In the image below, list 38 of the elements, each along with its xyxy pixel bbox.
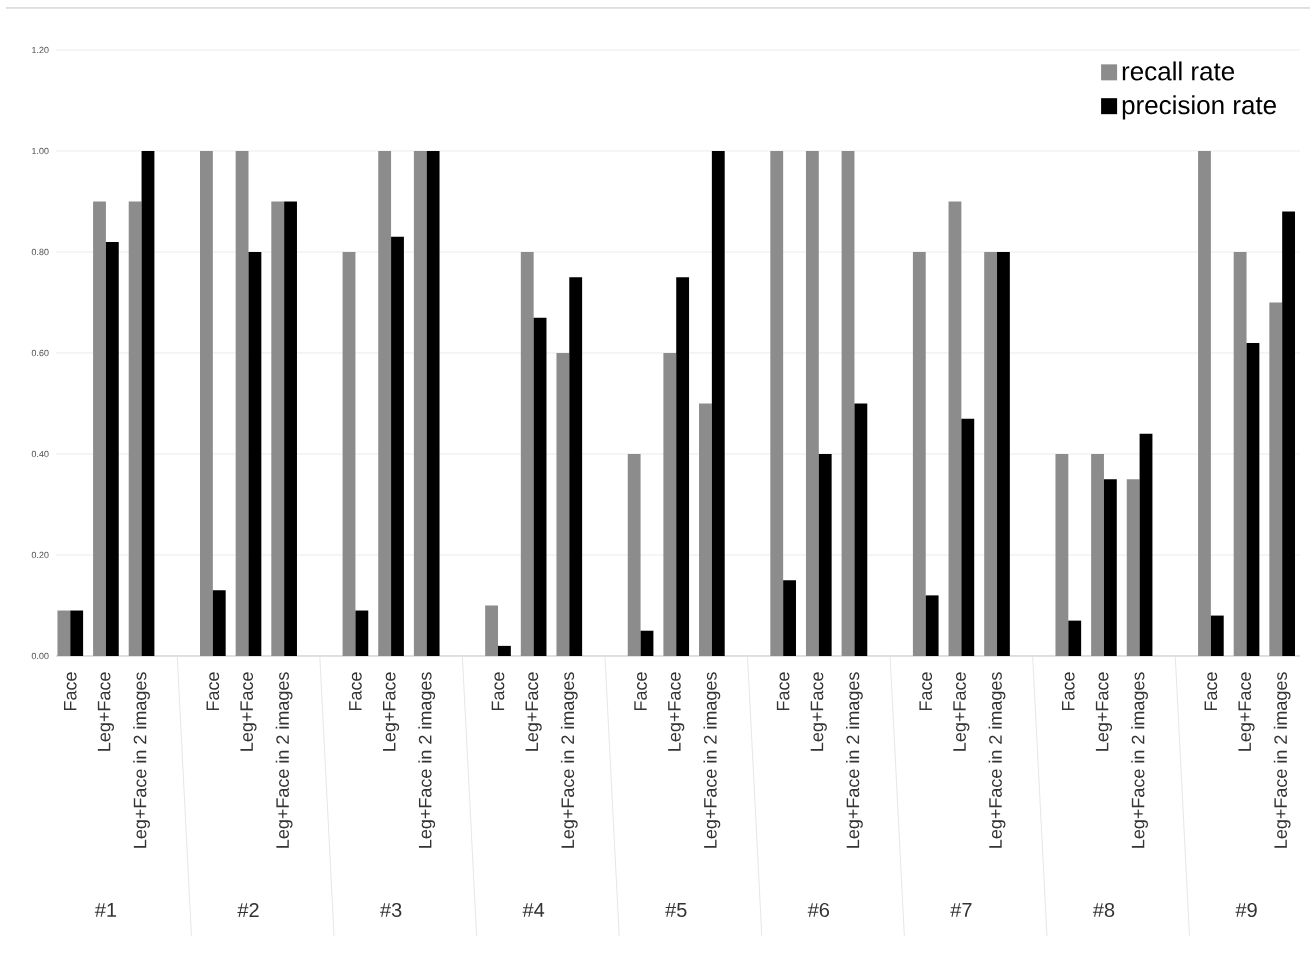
x-tick-label: Leg+Face in 2 images bbox=[133, 672, 150, 848]
x-tick-label: Leg+Face bbox=[1095, 672, 1113, 751]
x-tick-label: Face bbox=[491, 672, 505, 711]
legend-label: precision rate bbox=[1122, 95, 1276, 120]
x-tick-label: Leg+Face in 2 images bbox=[1131, 672, 1148, 848]
x-tick-label: Leg+Face in 2 images bbox=[275, 672, 293, 848]
x-tick-label: Leg+Face in 2 images bbox=[988, 672, 1006, 848]
x-tick-label: Face bbox=[1062, 672, 1075, 711]
text: #6 bbox=[807, 902, 830, 918]
text: #4 bbox=[522, 903, 545, 917]
x-tick-label: Leg+Face bbox=[668, 672, 685, 751]
legend-label: recall rate bbox=[1122, 61, 1235, 81]
x-tick-label: Leg+Face bbox=[953, 672, 970, 751]
x-tick-label: Leg+Face in 2 images bbox=[1273, 672, 1291, 848]
text: #5 bbox=[665, 902, 687, 917]
x-tick-label: Leg+Face bbox=[240, 672, 257, 751]
text: #9 bbox=[1235, 902, 1257, 918]
x-tick-label: Face bbox=[634, 672, 647, 711]
x-tick-label: Leg+Face bbox=[1238, 672, 1255, 751]
x-tick-label: Face bbox=[63, 672, 77, 711]
x-tick-label: Face bbox=[919, 672, 933, 711]
x-tick-label: Leg+Face bbox=[97, 672, 114, 751]
text: #8 bbox=[1092, 902, 1115, 918]
text: #3 bbox=[380, 902, 402, 918]
x-tick-label: Leg+Face bbox=[810, 672, 827, 751]
x-tick-label: Leg+Face in 2 images bbox=[560, 672, 578, 848]
x-tick-label: Leg+Face in 2 images bbox=[703, 672, 721, 848]
x-tick-label: Leg+Face bbox=[383, 672, 400, 751]
text: #7 bbox=[950, 903, 972, 917]
x-tick-label: Leg+Face in 2 images bbox=[846, 672, 863, 848]
x-tick-label: Face bbox=[776, 672, 790, 711]
x-tick-label: Face bbox=[206, 672, 220, 711]
text: #2 bbox=[237, 903, 259, 917]
x-tick-label: Leg+Face bbox=[525, 672, 542, 751]
x-tick-label: Face bbox=[349, 672, 362, 711]
text: #1 bbox=[94, 903, 117, 917]
x-tick-label: Leg+Face in 2 images bbox=[418, 672, 436, 848]
x-tick-label: Face bbox=[1204, 672, 1218, 711]
